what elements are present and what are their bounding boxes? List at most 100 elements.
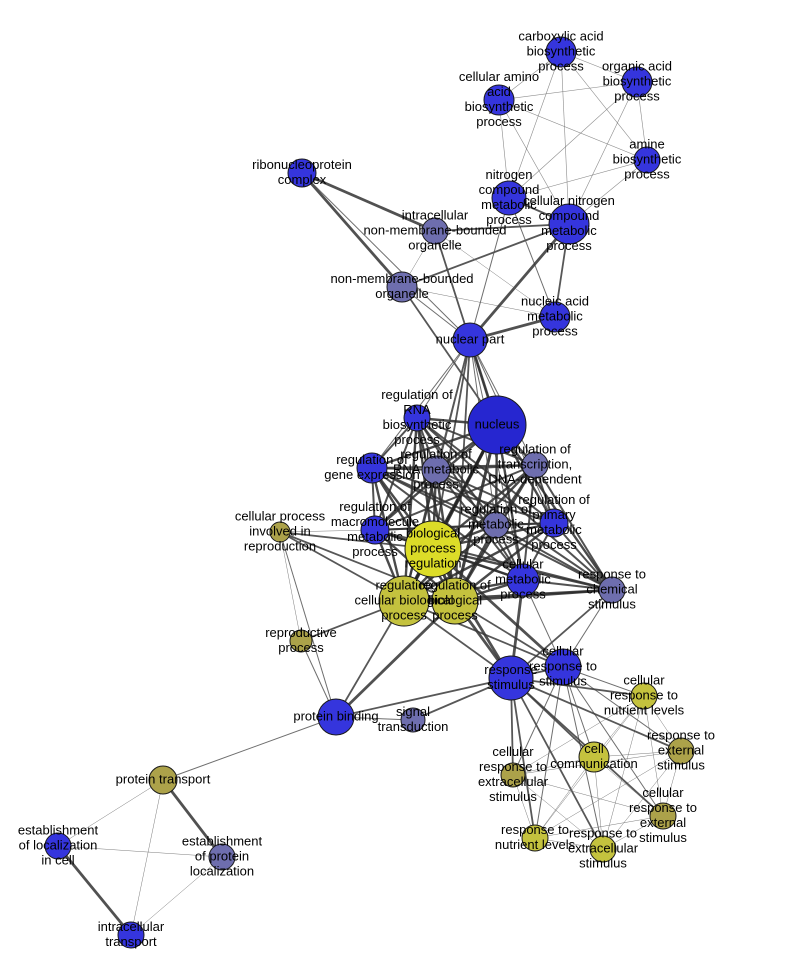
svg-text:reproductive: reproductive (265, 625, 337, 640)
svg-text:cellular nitrogen: cellular nitrogen (523, 193, 615, 208)
svg-text:biosynthetic: biosynthetic (465, 99, 534, 114)
svg-text:response to: response to (610, 688, 678, 703)
svg-text:biosynthetic: biosynthetic (527, 44, 596, 59)
svg-text:reproduction: reproduction (244, 539, 316, 554)
svg-text:intracellular: intracellular (98, 919, 165, 934)
svg-text:involved in: involved in (249, 524, 310, 539)
svg-text:cellular: cellular (642, 785, 684, 800)
svg-text:of protein: of protein (195, 849, 249, 864)
svg-text:organic acid: organic acid (602, 59, 672, 74)
svg-text:stimulus: stimulus (639, 830, 687, 845)
svg-text:biological: biological (428, 593, 482, 608)
svg-text:regulation of: regulation of (400, 447, 472, 462)
svg-text:response to: response to (501, 822, 569, 837)
svg-text:nucleus: nucleus (475, 417, 520, 432)
svg-text:regulation of: regulation of (381, 387, 453, 402)
svg-text:cell: cell (584, 741, 604, 756)
svg-text:primary: primary (532, 507, 576, 522)
svg-text:process: process (410, 541, 456, 556)
svg-text:carboxylic acid: carboxylic acid (518, 29, 603, 44)
svg-text:metabolic: metabolic (527, 309, 583, 324)
svg-text:DNA-dependent: DNA-dependent (488, 472, 582, 487)
svg-text:intracellular: intracellular (402, 208, 469, 223)
svg-text:ribonucleoprotein: ribonucleoprotein (252, 157, 352, 172)
svg-text:biological: biological (406, 526, 460, 541)
svg-text:stimulus: stimulus (657, 758, 705, 773)
svg-text:process: process (394, 432, 440, 447)
svg-text:acid: acid (487, 84, 511, 99)
svg-text:localization: localization (190, 864, 254, 879)
svg-text:process: process (413, 477, 459, 492)
svg-text:regulation of: regulation of (499, 442, 571, 457)
svg-text:nuclear part: nuclear part (436, 332, 505, 347)
svg-text:metabolic: metabolic (541, 223, 597, 238)
svg-text:establishment: establishment (182, 834, 263, 849)
svg-text:establishment: establishment (18, 823, 99, 838)
svg-text:organelle: organelle (375, 286, 429, 301)
svg-text:regulation of: regulation of (460, 502, 532, 517)
svg-text:transcription,: transcription, (498, 457, 572, 472)
svg-text:non-membrane-bounded: non-membrane-bounded (363, 223, 506, 238)
svg-text:signal: signal (396, 704, 430, 719)
svg-text:nitrogen: nitrogen (486, 167, 533, 182)
svg-text:process: process (546, 238, 592, 253)
svg-text:process: process (473, 532, 519, 547)
svg-text:communication: communication (550, 756, 637, 771)
svg-text:process: process (381, 608, 427, 623)
svg-text:regulation of: regulation of (419, 578, 491, 593)
svg-text:transport: transport (105, 934, 157, 949)
svg-text:chemical: chemical (586, 582, 637, 597)
svg-text:of localization: of localization (19, 838, 98, 853)
svg-text:in cell: in cell (41, 853, 74, 868)
svg-text:regulation: regulation (404, 556, 461, 571)
svg-text:extracellular: extracellular (568, 841, 639, 856)
svg-text:RNA metabolic: RNA metabolic (393, 462, 479, 477)
svg-text:cellular: cellular (542, 644, 584, 659)
svg-text:biosynthetic: biosynthetic (603, 74, 672, 89)
svg-text:non-membrane-bounded: non-membrane-bounded (330, 271, 473, 286)
svg-text:response to: response to (479, 759, 547, 774)
svg-text:process: process (432, 608, 478, 623)
svg-text:stimulus: stimulus (539, 674, 587, 689)
svg-text:process: process (500, 587, 546, 602)
svg-text:compound: compound (539, 208, 600, 223)
svg-text:response to: response to (569, 826, 637, 841)
svg-text:cellular: cellular (502, 557, 544, 572)
svg-text:extracellular: extracellular (478, 774, 549, 789)
svg-text:process: process (531, 537, 577, 552)
svg-text:response to: response to (529, 659, 597, 674)
svg-text:process: process (614, 89, 660, 104)
svg-text:transduction: transduction (378, 719, 449, 734)
svg-text:response to: response to (647, 728, 715, 743)
svg-text:process: process (476, 114, 522, 129)
svg-text:nucleic acid: nucleic acid (521, 294, 589, 309)
svg-text:protein transport: protein transport (116, 772, 211, 787)
svg-text:metabolic: metabolic (468, 517, 524, 532)
svg-text:cellular amino: cellular amino (459, 69, 539, 84)
svg-text:protein binding: protein binding (293, 709, 378, 724)
svg-text:response to: response to (578, 567, 646, 582)
svg-text:biosynthetic: biosynthetic (613, 152, 682, 167)
svg-text:complex: complex (278, 172, 327, 187)
svg-text:process: process (624, 167, 670, 182)
svg-text:amine: amine (629, 137, 664, 152)
svg-text:metabolic: metabolic (526, 522, 582, 537)
svg-text:process: process (352, 544, 398, 559)
svg-text:process: process (278, 640, 324, 655)
svg-text:cellular process: cellular process (235, 509, 326, 524)
svg-text:organelle: organelle (408, 238, 462, 253)
svg-text:external: external (640, 815, 686, 830)
svg-text:cellular: cellular (492, 744, 534, 759)
svg-text:biosynthetic: biosynthetic (383, 417, 452, 432)
svg-text:cellular: cellular (623, 673, 665, 688)
svg-text:process: process (538, 59, 584, 74)
svg-text:external: external (658, 743, 704, 758)
svg-text:regulation of: regulation of (339, 499, 411, 514)
svg-text:stimulus: stimulus (579, 856, 627, 871)
svg-text:RNA: RNA (403, 402, 431, 417)
svg-text:stimulus: stimulus (487, 677, 535, 692)
svg-text:nutrient levels: nutrient levels (604, 703, 685, 718)
svg-text:process: process (532, 324, 578, 339)
svg-text:metabolic: metabolic (347, 529, 403, 544)
svg-text:metabolic: metabolic (495, 572, 551, 587)
